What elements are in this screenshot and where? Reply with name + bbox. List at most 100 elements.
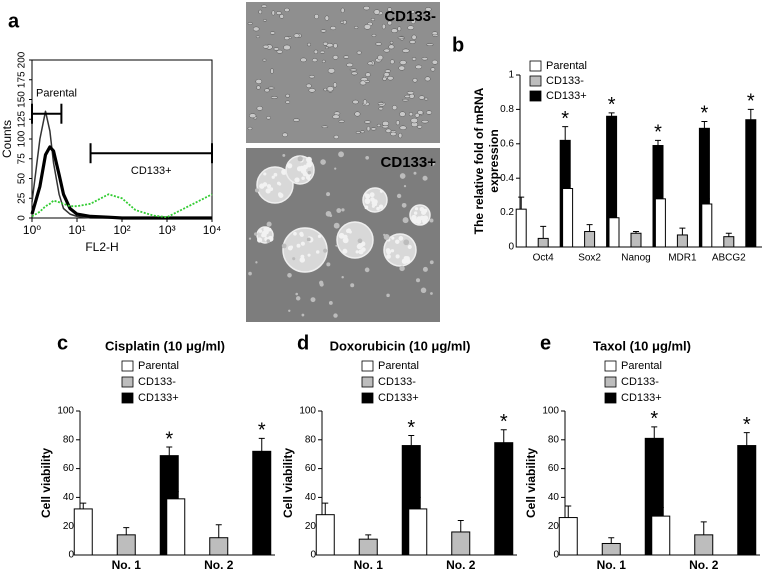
sphere-cell: [307, 177, 311, 181]
sphere-cell: [386, 254, 391, 259]
cell: [365, 72, 371, 77]
cell: [396, 193, 402, 199]
legend-label: Parental: [546, 60, 587, 72]
bar: [654, 198, 666, 248]
cell: [377, 102, 384, 105]
cell: [364, 120, 372, 124]
image-label: CD133+: [381, 154, 437, 171]
bar: [737, 445, 757, 556]
cell: [335, 244, 338, 247]
cell: [429, 160, 435, 166]
cell: [378, 106, 384, 111]
cell: [425, 7, 432, 12]
cell: [399, 173, 406, 179]
sphere-cell: [259, 183, 265, 189]
cell: [252, 26, 260, 32]
x-tick-label: 10¹: [68, 223, 85, 237]
cell: [417, 110, 424, 115]
micrograph: [246, 2, 440, 143]
chart-title: Doxorubicin (10 μg/ml): [330, 338, 471, 353]
panel-label: c: [57, 332, 68, 354]
cell: [300, 57, 307, 63]
significance-marker: *: [165, 428, 173, 450]
error-bar: [258, 437, 265, 452]
y-tick-label: 0: [68, 550, 74, 561]
y-tick-label: 40: [63, 492, 75, 503]
chart-title: Cisplatin (10 μg/ml): [105, 338, 225, 353]
significance-marker: *: [650, 408, 658, 430]
cell: [381, 23, 386, 30]
legend-label: Parental: [138, 360, 179, 372]
sphere-cell: [395, 239, 400, 244]
chart-title: Taxol (10 μg/ml): [593, 338, 691, 353]
cell: [310, 297, 316, 303]
cell: [285, 100, 291, 104]
cell: [411, 57, 417, 61]
cell: [292, 257, 296, 261]
cell: [254, 232, 258, 236]
cell: [390, 131, 397, 137]
cell: [408, 10, 416, 14]
image-label: CD133-: [384, 8, 436, 25]
cell: [341, 275, 344, 279]
bar: [209, 537, 229, 556]
legend-label: CD133+: [138, 392, 179, 404]
cell: [354, 26, 359, 29]
error-bar: [500, 429, 507, 443]
x-tick-label: Oct4: [533, 253, 555, 264]
bar: [537, 237, 549, 248]
sphere-cell: [395, 254, 400, 259]
cell: [384, 69, 391, 73]
cell: [281, 243, 287, 249]
error-bar: [172, 491, 179, 499]
cell: [429, 260, 434, 265]
cell: [359, 80, 367, 86]
cell: [297, 156, 303, 162]
error-bar: [608, 112, 615, 117]
sphere-cell: [414, 207, 419, 211]
x-tick-label: 10⁴: [203, 223, 222, 237]
cell: [269, 31, 276, 35]
cell: [328, 301, 333, 305]
cell: [320, 159, 326, 165]
cell: [387, 75, 394, 81]
legend-label: CD133-: [378, 376, 416, 388]
x-axis-label: FL2-H: [85, 240, 118, 254]
cell: [284, 7, 290, 13]
error-bar: [608, 537, 615, 544]
y-tick-label: 25: [17, 192, 28, 204]
cell: [356, 50, 362, 55]
y-axis-label: expression: [487, 129, 501, 192]
cell: [383, 234, 390, 241]
bar: [745, 119, 757, 248]
error-bar: [725, 232, 732, 237]
sphere-cell: [294, 177, 300, 183]
sphere: [256, 166, 294, 204]
legend-swatch: [529, 75, 542, 87]
bar: [723, 236, 735, 248]
sphere-cell: [423, 208, 428, 213]
cell: [295, 296, 301, 301]
cell: [424, 76, 431, 82]
y-tick-label: 0: [17, 215, 28, 221]
cell: [409, 40, 416, 44]
bar: [651, 515, 671, 556]
error-bar: [215, 524, 222, 538]
gate-label: CD133+: [131, 165, 172, 177]
bar: [558, 517, 578, 556]
cell: [406, 91, 415, 95]
sphere-cell: [390, 249, 395, 253]
sphere-cell: [407, 244, 412, 250]
cell: [256, 85, 261, 90]
cell: [340, 7, 345, 13]
legend-swatch: [121, 360, 134, 372]
y-tick-label: 80: [63, 434, 75, 445]
cell: [383, 72, 390, 77]
significance-marker: *: [654, 122, 662, 144]
significance-marker: *: [701, 103, 709, 125]
cell: [266, 116, 271, 120]
cell: [363, 24, 372, 30]
cell: [326, 86, 334, 92]
x-tick-label: 10⁰: [23, 223, 41, 237]
